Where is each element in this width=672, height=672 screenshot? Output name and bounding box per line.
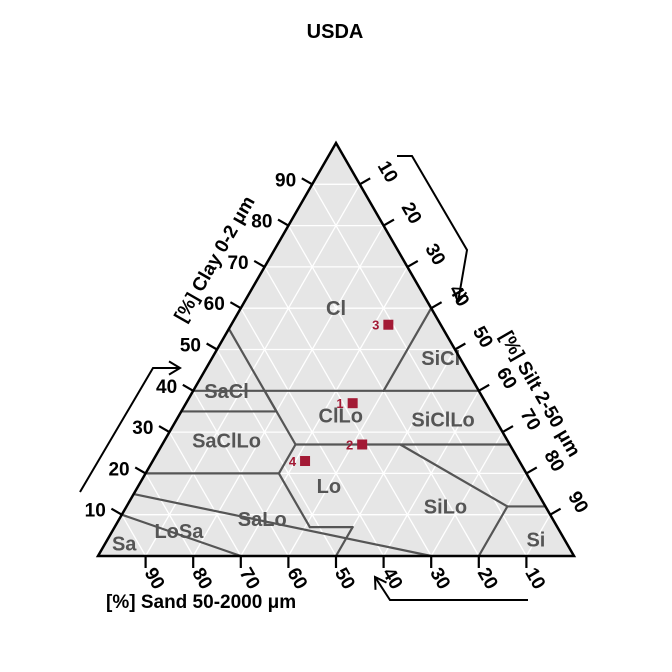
class-boundary	[277, 443, 297, 475]
silt-tick-mark	[359, 177, 371, 186]
class-boundary	[263, 389, 297, 446]
clay-tick-mark	[253, 259, 266, 268]
sand-tick-label: 60	[282, 564, 311, 593]
silt-tick-label: 90	[563, 488, 592, 517]
class-boundary	[132, 492, 433, 558]
silt-arrow-head	[452, 289, 468, 304]
class-boundary	[382, 307, 433, 392]
grid-line-sand	[121, 514, 147, 557]
silt-tick-label: 50	[468, 323, 497, 352]
sand-arrow	[374, 576, 528, 601]
silt-arrow	[397, 155, 469, 303]
texture-class-boundaries	[120, 307, 547, 558]
class-label-silo: SiLo	[424, 496, 467, 518]
sand-axis-label: [%] Sand 50-2000 μm	[106, 592, 296, 613]
silt-tick-mark	[430, 301, 443, 310]
clay-tick-mark	[134, 466, 147, 475]
class-label-losa: LoSa	[154, 521, 204, 543]
clay-tick-mark	[301, 177, 313, 186]
class-label-sacllo: SaClLo	[192, 430, 261, 452]
grid-line-sand	[216, 349, 337, 557]
grid-line-silt	[430, 431, 504, 557]
class-boundary	[277, 472, 311, 529]
clay-arrow-head	[168, 360, 182, 376]
clay-tick-label: 50	[180, 336, 201, 357]
clay-tick-mark	[110, 507, 123, 516]
clay-tick-mark	[182, 383, 194, 392]
data-point-label: 4	[289, 454, 297, 469]
clay-tick-label: 80	[251, 212, 272, 233]
silt-tick-label: 10	[373, 158, 402, 187]
grid-line-silt	[525, 514, 551, 557]
grid-line-silt	[335, 349, 456, 557]
sand-tick-label: 90	[140, 564, 169, 593]
class-label-sacl: SaCl	[204, 381, 248, 403]
silt-tick-mark	[406, 259, 419, 268]
class-label-lo: Lo	[317, 476, 341, 498]
data-points: 1 2 3 4	[289, 318, 394, 469]
clay-tick-mark	[277, 218, 289, 227]
class-boundary	[120, 513, 242, 558]
clay-tick-mark	[229, 301, 242, 310]
clay-tick-label: 90	[275, 170, 296, 191]
chart-title: USDA	[307, 21, 364, 43]
silt-tick-mark	[454, 342, 466, 351]
grid-line-sand	[264, 266, 432, 557]
clay-arrow	[79, 367, 180, 493]
sand-tick-label: 10	[520, 564, 549, 593]
grid-line-silt	[383, 390, 480, 557]
silt-tick-mark	[383, 218, 395, 227]
class-label-cl: Cl	[326, 298, 346, 320]
sand-tick-label: 70	[235, 564, 264, 593]
sand-tick-label: 50	[330, 564, 359, 593]
grid-line-sand	[168, 431, 242, 557]
class-label-sicllo: SiClLo	[411, 410, 474, 432]
axis-arrows	[79, 155, 528, 601]
clay-tick-mark	[206, 342, 218, 351]
data-point-marker	[357, 439, 368, 450]
class-label-sicl: SiCl	[421, 348, 460, 370]
data-point-label: 1	[336, 396, 343, 411]
class-boundary	[477, 505, 509, 558]
grid-line-silt	[240, 266, 408, 557]
silt-tick-mark	[502, 425, 514, 434]
class-boundary	[334, 525, 354, 558]
class-label-cllo: ClLo	[319, 406, 363, 428]
class-label-salo: SaLo	[238, 509, 287, 531]
silt-tick-mark	[478, 383, 490, 392]
clay-tick-mark	[158, 425, 170, 434]
grid-line-sand	[311, 183, 527, 557]
sand-arrow-head	[373, 575, 387, 590]
data-point-label: 2	[346, 437, 353, 452]
clay-tick-label: 20	[108, 459, 129, 480]
data-point-marker	[300, 456, 311, 467]
silt-tick-mark	[549, 507, 562, 516]
clay-tick-label: 60	[204, 294, 225, 315]
class-boundary	[399, 443, 509, 508]
data-point-label: 3	[372, 318, 379, 333]
sand-tick-label: 80	[187, 564, 216, 593]
clay-tick-label: 10	[85, 501, 106, 522]
silt-tick-label: 20	[397, 199, 426, 228]
silt-tick-label: 30	[420, 240, 449, 269]
sand-tick-label: 20	[473, 564, 502, 593]
clay-tick-label: 70	[227, 253, 248, 274]
clay-tick-label: 30	[132, 418, 153, 439]
grid-line-sand	[145, 473, 194, 557]
class-label-si: Si	[526, 529, 545, 551]
sand-tick-label: 30	[425, 564, 454, 593]
data-point-marker	[383, 319, 394, 330]
clay-tick-label: 40	[156, 377, 177, 398]
data-point-marker	[347, 398, 358, 409]
texture-class-labels: Cl SiCl SaCl ClLo SiClLo SaClLo Lo SiLo SaLo Si Lo…	[112, 298, 545, 555]
silt-tick-mark	[525, 466, 538, 475]
class-label-sa: Sa	[112, 534, 137, 556]
